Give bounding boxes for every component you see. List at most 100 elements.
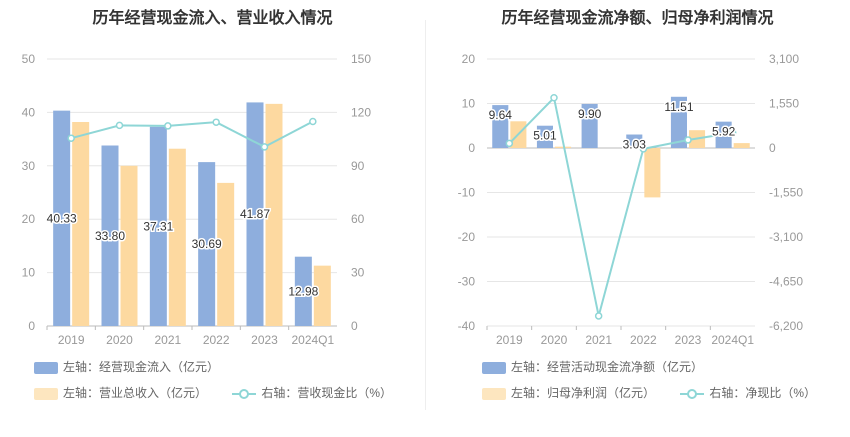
- x-tick-label: 2019: [496, 333, 523, 347]
- x-tick-label: 2019: [58, 333, 85, 347]
- chart-svg-cashflow-revenue: 0 0 10 30 20 60 30 90 40 120 50 150 2019 2020 2021 2022…: [22, 52, 372, 347]
- line-point: [550, 94, 558, 102]
- legend-item-revenue-cash-ratio[interactable]: 右轴：营收现金比（%）: [232, 384, 392, 401]
- bar-data-label: 37.31: [143, 219, 173, 233]
- legend-label: 左轴：经营现金流入（亿元）: [63, 360, 220, 374]
- bar-data-label: 30.69: [192, 237, 222, 251]
- right-tick-label: 0: [769, 141, 776, 155]
- bar-data-label: 33.80: [95, 229, 125, 243]
- line-series: [70, 120, 314, 149]
- right-tick-label: 0: [351, 319, 358, 333]
- x-tick-label: 2023: [675, 333, 702, 347]
- bar-series-1: [149, 126, 167, 326]
- x-tick-label: 2024Q1: [291, 333, 334, 347]
- bar-data-label: 9.64: [489, 108, 513, 122]
- right-tick-label: -4,650: [769, 275, 803, 289]
- right-tick-label: 120: [351, 105, 371, 119]
- line-point: [309, 117, 317, 126]
- bar-series-2: [644, 148, 661, 198]
- legend-label: 左轴：经营活动现金流净额（亿元）: [511, 360, 704, 374]
- line-point: [115, 121, 124, 130]
- legend-item-net-operating-cash[interactable]: 左轴：经营活动现金流净额（亿元）: [482, 358, 703, 375]
- bar-series-1: [53, 110, 71, 326]
- right-tick-label: 30: [351, 266, 365, 280]
- left-tick-label: 0: [28, 319, 35, 333]
- bar-series-2: [265, 103, 283, 326]
- right-tick-label: -3,100: [769, 230, 803, 244]
- bar-data-label: 11.51: [664, 100, 693, 114]
- left-tick-label: -10: [458, 186, 476, 200]
- x-tick-label: 2023: [251, 333, 278, 347]
- bar-data-label: 5.01: [533, 129, 557, 143]
- bar-series-1: [198, 162, 216, 326]
- left-tick-label: 20: [462, 52, 476, 66]
- x-tick-label: 2024Q1: [711, 333, 754, 347]
- legend-label: 右轴：净现比（%）: [709, 386, 817, 400]
- bar-series-1: [626, 134, 643, 148]
- line-point: [67, 134, 75, 142]
- bar-series-1: [246, 102, 264, 326]
- legend-row-1: 左轴：经营活动现金流净额（亿元）: [482, 358, 725, 375]
- bar-series-1: [101, 145, 119, 326]
- bar-series-2: [217, 182, 235, 326]
- legend-row-2: 左轴：归母净利润（亿元） 右轴：净现比（%）: [482, 384, 838, 401]
- legend-swatch: [482, 361, 506, 374]
- legend-row-1: 左轴：经营现金流入（亿元）: [34, 358, 241, 375]
- x-tick-label: 2021: [154, 333, 181, 347]
- bar-series-1: [581, 103, 598, 148]
- bar-series-2: [555, 146, 572, 148]
- x-tick-label: 2021: [585, 333, 612, 347]
- left-tick-label: -20: [458, 230, 476, 244]
- x-tick-label: 2020: [106, 333, 133, 347]
- line-point: [212, 118, 220, 126]
- bar-series-2: [733, 143, 750, 148]
- bar-series-2: [313, 265, 331, 326]
- right-tick-label: 90: [351, 159, 365, 173]
- x-tick-label: 2022: [630, 333, 657, 347]
- right-tick-label: 60: [351, 212, 365, 226]
- legend-line-swatch: [232, 388, 257, 400]
- left-tick-label: 50: [22, 52, 36, 66]
- legend-label: 右轴：营收现金比（%）: [261, 386, 393, 400]
- line-point: [728, 129, 737, 137]
- bar-series-1: [492, 105, 509, 148]
- bar-data-label: 5.92: [712, 125, 736, 139]
- legend-line-swatch: [680, 388, 705, 400]
- bar-data-label: 9.90: [578, 107, 602, 121]
- line-point: [505, 139, 514, 148]
- left-tick-label: 10: [22, 266, 36, 280]
- legend-label: 左轴：归母净利润（亿元）: [511, 386, 656, 400]
- legend-item-revenue[interactable]: 左轴：营业总收入（亿元）: [34, 384, 207, 401]
- chart-panel-cashflow-revenue: 历年经营现金流入、营业收入情况 0 0 10 30 20 60 30 90 40 120 50 150…: [22, 10, 392, 401]
- bar-series-2: [120, 165, 138, 326]
- right-tick-label: -1,550: [769, 186, 803, 200]
- line-series: [508, 95, 733, 317]
- line-point: [639, 145, 648, 153]
- legend-swatch: [34, 361, 58, 374]
- bar-series-2: [168, 148, 186, 326]
- bar-series-1: [670, 96, 687, 148]
- right-tick-label: -6,200: [769, 319, 803, 333]
- x-tick-label: 2022: [203, 333, 230, 347]
- line-point: [164, 122, 172, 130]
- line-point: [684, 136, 692, 144]
- chart-svg-netcash-profit: -40 -6,200 -30 -4,650 -20 -3,100 -10 -1,550 0 0 10…: [458, 52, 804, 347]
- left-tick-label: 0: [468, 141, 475, 155]
- legend-item-net-cash-ratio[interactable]: 右轴：净现比（%）: [680, 384, 816, 401]
- right-tick-label: 1,550: [769, 97, 799, 111]
- legend-swatch: [482, 387, 506, 400]
- panel-divider: [425, 20, 426, 410]
- legend-swatch: [34, 387, 58, 400]
- left-tick-label: 20: [22, 212, 36, 226]
- legend-item-net-profit[interactable]: 左轴：归母净利润（亿元）: [482, 384, 655, 401]
- right-tick-label: 3,100: [769, 52, 799, 66]
- left-tick-label: 40: [22, 105, 36, 119]
- chart-title: 历年经营现金流净额、归母净利润情况: [501, 10, 774, 27]
- bar-data-label: 12.98: [288, 284, 318, 298]
- chart-title: 历年经营现金流入、营业收入情况: [92, 10, 333, 27]
- right-tick-label: 150: [351, 52, 371, 66]
- bar-data-label: 3.03: [623, 138, 647, 152]
- line-point: [260, 143, 269, 151]
- legend-item-cash-inflow[interactable]: 左轴：经营现金流入（亿元）: [34, 358, 219, 375]
- bar-series-1: [536, 125, 553, 148]
